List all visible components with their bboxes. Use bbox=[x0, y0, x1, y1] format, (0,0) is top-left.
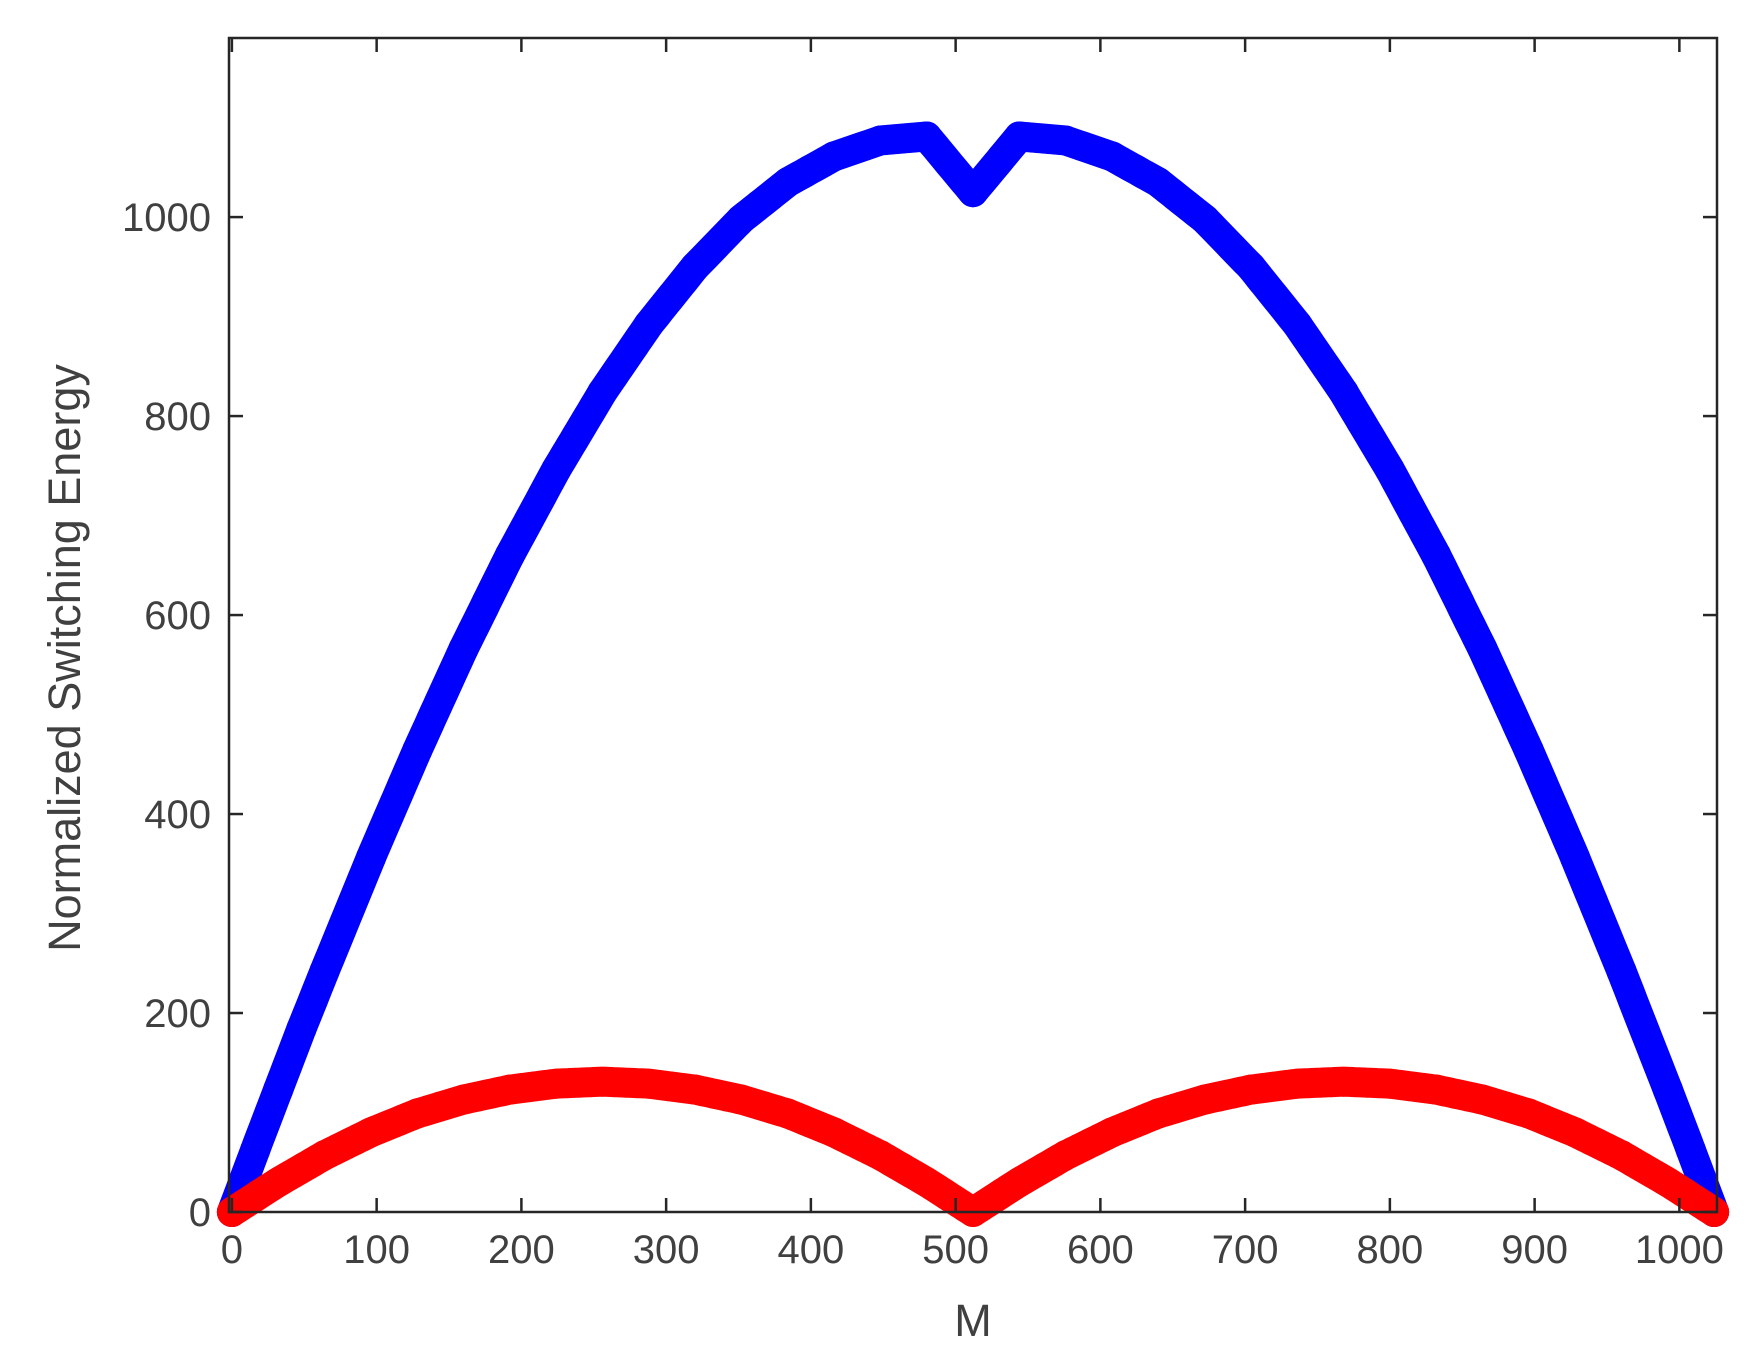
series-1-point bbox=[1421, 540, 1452, 571]
x-tick-label: 400 bbox=[778, 1228, 845, 1272]
x-tick-label: 900 bbox=[1501, 1228, 1568, 1272]
series-1-point bbox=[286, 1013, 317, 1044]
series-1-point bbox=[819, 141, 849, 172]
x-tick-label: 800 bbox=[1356, 1228, 1423, 1272]
series-1-point bbox=[587, 377, 618, 408]
series-2-point bbox=[680, 1074, 711, 1105]
x-tick-label: 700 bbox=[1212, 1228, 1279, 1272]
series-2-point bbox=[911, 1167, 942, 1198]
series-1-point bbox=[1189, 204, 1220, 235]
series-2-point bbox=[355, 1117, 386, 1148]
series-1-point bbox=[263, 1074, 294, 1105]
series-1-point bbox=[355, 842, 386, 873]
series-1-point bbox=[1560, 842, 1591, 873]
series-1-point bbox=[958, 177, 988, 208]
series-layer bbox=[216, 121, 1730, 1227]
series-1-point bbox=[1606, 956, 1637, 987]
y-tick-label: 600 bbox=[144, 594, 211, 638]
series-1-point bbox=[1328, 377, 1359, 408]
series-1-point bbox=[1143, 167, 1174, 198]
y-tick-label: 200 bbox=[144, 992, 211, 1036]
x-tick-label: 100 bbox=[343, 1228, 410, 1272]
series-1-point bbox=[402, 735, 433, 766]
series-1-point bbox=[1513, 735, 1544, 766]
series-2-point bbox=[1235, 1074, 1266, 1105]
series-1-point bbox=[240, 1135, 271, 1166]
series-2-point bbox=[1374, 1068, 1405, 1099]
axes-box bbox=[227, 36, 1719, 1214]
series-1-point bbox=[1282, 309, 1313, 340]
series-1-point bbox=[541, 454, 572, 485]
series-2-point bbox=[263, 1167, 294, 1198]
series-1-point bbox=[1374, 454, 1405, 485]
series-2-point bbox=[1050, 1140, 1081, 1171]
series-1 bbox=[216, 121, 1730, 1227]
axes-layer bbox=[227, 36, 1719, 1214]
series-2-point bbox=[726, 1084, 757, 1115]
x-tick-label: 500 bbox=[922, 1228, 989, 1272]
series-1-point bbox=[1235, 251, 1266, 282]
series-1-point bbox=[726, 204, 757, 235]
y-tick-label: 800 bbox=[144, 395, 211, 439]
series-1-band bbox=[216, 121, 1730, 1227]
series-1-point bbox=[865, 125, 896, 156]
series-1-point bbox=[680, 251, 711, 282]
x-tick-label: 600 bbox=[1067, 1228, 1134, 1272]
series-1-point bbox=[772, 167, 803, 198]
series-2-point bbox=[1652, 1167, 1683, 1198]
series-2-point bbox=[1143, 1098, 1174, 1129]
x-tick-label: 200 bbox=[488, 1228, 555, 1272]
series-2-point bbox=[1282, 1068, 1313, 1099]
series-2-point bbox=[494, 1074, 525, 1105]
series-2-point bbox=[1513, 1098, 1544, 1129]
series-2-point bbox=[1097, 1117, 1127, 1148]
series-1-point bbox=[1467, 633, 1498, 664]
y-axis-label: Normalized Switching Energy bbox=[39, 364, 90, 952]
y-tick-label: 1000 bbox=[122, 196, 211, 240]
series-2-point bbox=[1421, 1074, 1452, 1105]
series-2-point bbox=[1004, 1167, 1035, 1198]
series-2-point bbox=[1560, 1117, 1591, 1148]
series-1-point bbox=[494, 540, 525, 571]
x-axis-label: M bbox=[954, 1295, 992, 1346]
series-2-point bbox=[1328, 1066, 1359, 1097]
y-tick-label: 400 bbox=[144, 793, 211, 837]
series-2-point bbox=[865, 1140, 896, 1171]
series-2-point bbox=[1467, 1084, 1498, 1115]
series-2-point bbox=[309, 1140, 340, 1171]
series-2-point bbox=[819, 1117, 849, 1148]
series-2 bbox=[216, 1066, 1730, 1227]
series-2-point bbox=[1606, 1140, 1637, 1171]
series-1-point bbox=[1652, 1074, 1683, 1105]
series-1-point bbox=[911, 121, 942, 152]
series-1-point bbox=[1675, 1135, 1706, 1166]
series-1-point bbox=[1004, 121, 1035, 152]
series-2-point bbox=[402, 1098, 433, 1129]
series-2-point bbox=[772, 1098, 803, 1129]
series-2-point bbox=[587, 1066, 618, 1097]
ticks-layer: 0 100 200 300 400 500 600 700 800 900 1000 0 200 400 6… bbox=[122, 38, 1724, 1272]
x-tick-label: 1000 bbox=[1635, 1228, 1724, 1272]
series-1-point bbox=[309, 956, 340, 987]
series-2-point bbox=[633, 1068, 664, 1099]
series-2-point bbox=[1189, 1084, 1220, 1115]
x-tick-label: 0 bbox=[221, 1228, 243, 1272]
x-tick-label: 300 bbox=[633, 1228, 700, 1272]
series-2-point bbox=[448, 1084, 479, 1115]
y-tick-label: 0 bbox=[189, 1191, 211, 1235]
series-1-point bbox=[633, 309, 664, 340]
series-1-point bbox=[1050, 125, 1081, 156]
series-2-point bbox=[541, 1068, 572, 1099]
series-1-point bbox=[1097, 141, 1127, 172]
series-1-point bbox=[448, 633, 479, 664]
